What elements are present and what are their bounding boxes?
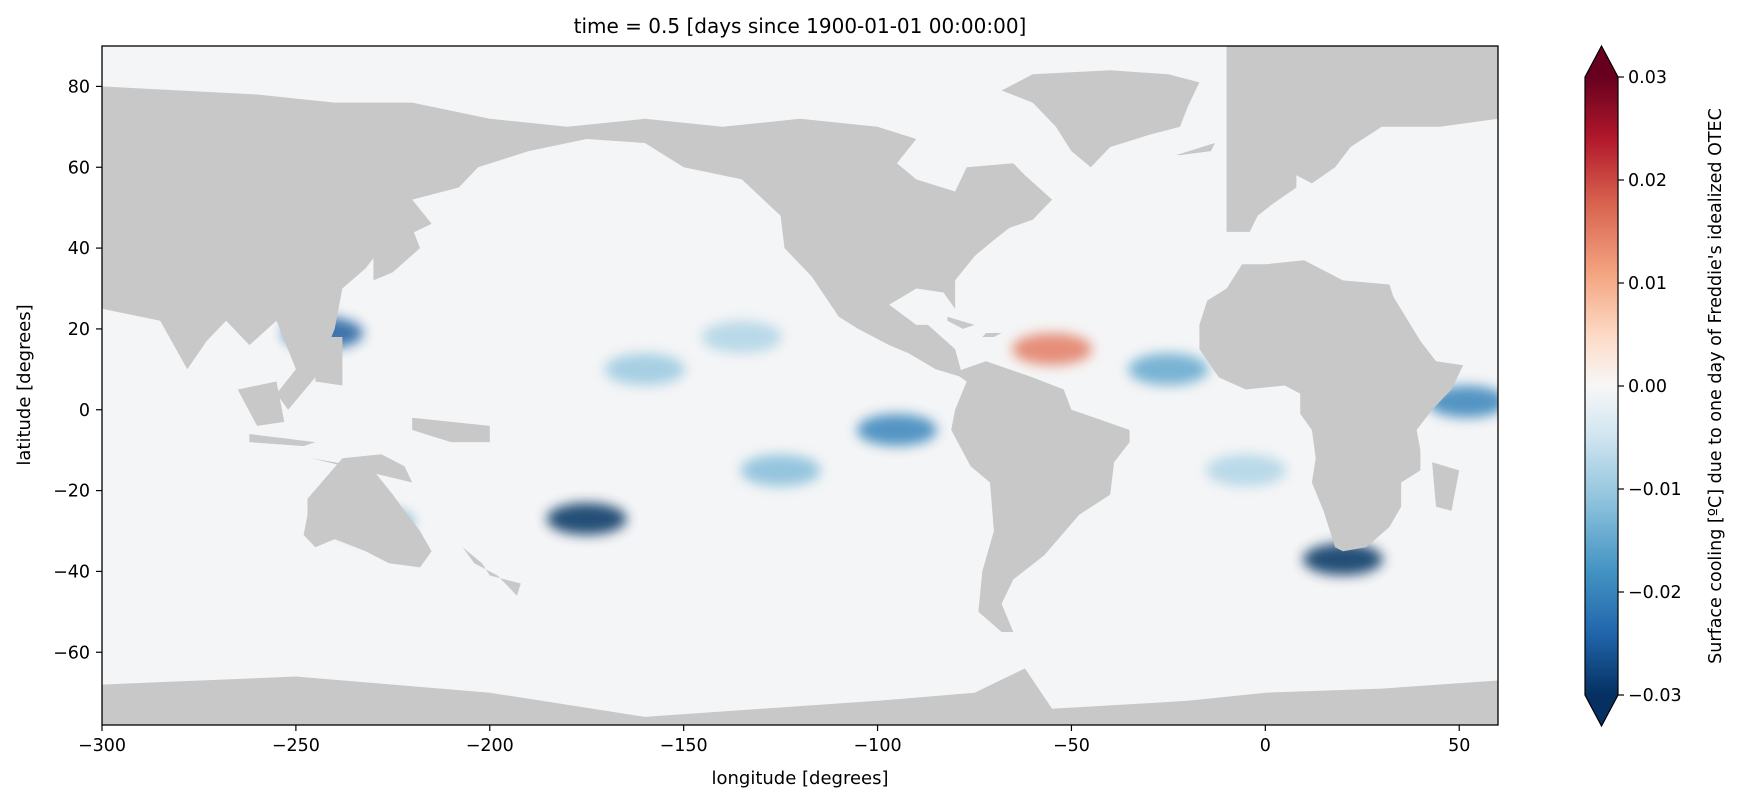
landmass — [1199, 260, 1464, 552]
landmass — [303, 454, 432, 568]
colorbar-label: Surface cooling [ºC] due to one day of F… — [1706, 108, 1726, 664]
landmass — [237, 381, 285, 426]
colorbar-tick-label: −0.01 — [1628, 480, 1682, 500]
colorbar-extend-min — [1585, 695, 1618, 726]
landmass — [462, 547, 521, 596]
y-axis-label: latitude [degrees] — [14, 304, 35, 465]
colorbar-tick-label: 0.02 — [1628, 171, 1667, 191]
landmass — [102, 46, 1053, 410]
chart-title: time = 0.5 [days since 1900-01-01 00:00:… — [574, 14, 1027, 38]
field-patch — [740, 454, 821, 487]
field-patch — [546, 502, 627, 535]
colorbar-ticks: −0.03 −0.02 −0.01 0.00 0.01 0.02 0.03 — [1618, 68, 1682, 706]
field-patch — [1302, 543, 1383, 576]
colorbar-tick-label: −0.03 — [1628, 686, 1682, 706]
colorbar-tick-label: 0.03 — [1628, 68, 1667, 88]
field-patch — [701, 321, 782, 353]
landmass — [1176, 143, 1215, 156]
plot-area — [102, 46, 1498, 725]
landmass — [1432, 462, 1460, 511]
landmass — [412, 417, 490, 443]
x-tick-label: −50 — [1053, 736, 1090, 756]
y-tick-label: 40 — [68, 239, 90, 259]
x-axis-ticks: −300 −250 −200 −150 −100 −50 0 50 — [78, 725, 1470, 756]
colorbar-extend-max — [1585, 46, 1618, 77]
field-patch — [1012, 333, 1093, 366]
colorbar: −0.03 −0.02 −0.01 0.00 0.01 0.02 0.03 Surface … — [1584, 44, 1726, 728]
landmass — [315, 337, 343, 386]
landmass — [951, 361, 1130, 632]
landmass — [1001, 70, 1200, 168]
field-patch — [856, 413, 937, 446]
y-tick-label: 60 — [68, 158, 90, 178]
x-tick-label: −300 — [78, 736, 126, 756]
y-tick-label: 20 — [68, 320, 90, 340]
landmass — [1226, 46, 1498, 269]
x-tick-label: −100 — [854, 736, 902, 756]
x-tick-label: −200 — [466, 736, 514, 756]
colorbar-tick-label: −0.02 — [1628, 583, 1682, 603]
landmass — [373, 227, 420, 281]
field-patch — [1128, 353, 1209, 386]
plot-frame — [101, 45, 1499, 726]
colorbar-gradient — [1585, 77, 1618, 695]
x-axis-label: longitude [degrees] — [711, 768, 888, 789]
y-axis-ticks: −60 −40 −20 0 20 40 60 80 — [53, 77, 102, 663]
y-tick-label: 80 — [68, 77, 90, 97]
colorbar-tick-label: 0.01 — [1628, 274, 1667, 294]
x-tick-label: 0 — [1260, 736, 1271, 756]
field-patch — [604, 353, 685, 386]
x-tick-label: −150 — [660, 736, 708, 756]
landmass — [249, 434, 316, 447]
x-tick-label: 50 — [1448, 736, 1470, 756]
land-layer — [102, 46, 1498, 725]
colorbar-tick-label: 0.00 — [1628, 377, 1667, 397]
y-tick-label: −40 — [53, 562, 90, 582]
y-tick-label: −60 — [53, 643, 90, 663]
landmass — [1226, 175, 1266, 208]
landmass — [102, 668, 1498, 725]
y-tick-label: 0 — [79, 401, 90, 421]
field-patch — [1205, 454, 1286, 487]
landmass — [947, 316, 975, 329]
y-tick-label: −20 — [53, 482, 90, 502]
x-tick-label: −250 — [272, 736, 320, 756]
landmass — [982, 333, 1002, 337]
